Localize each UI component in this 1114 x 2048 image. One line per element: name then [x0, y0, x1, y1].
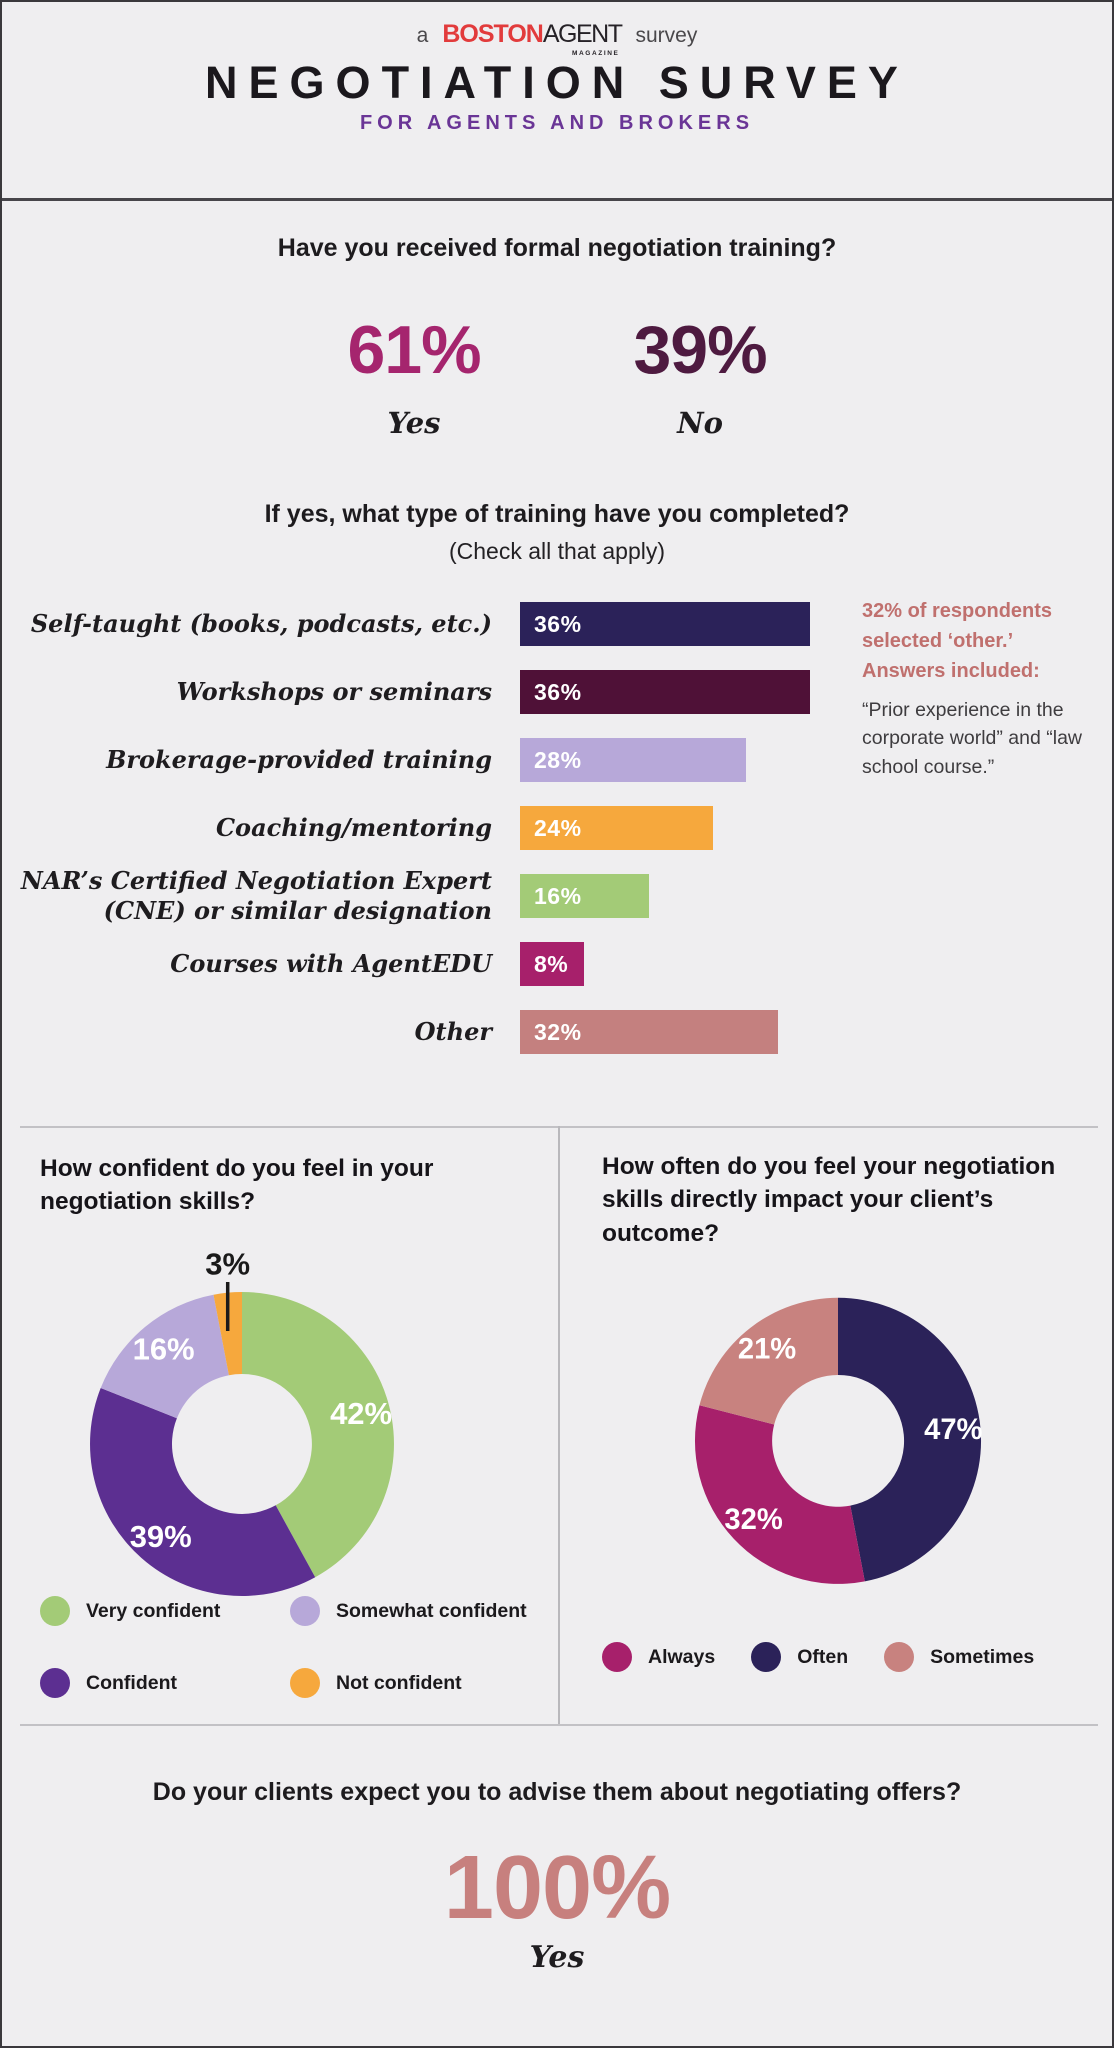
other-answers-note: 32% of respondents selected ‘other.’ Ans…	[862, 596, 1096, 781]
stat-value: 39%	[633, 312, 767, 388]
header-divider	[2, 198, 1112, 201]
advise-clients-value: 100%	[443, 1838, 671, 1938]
legend-item: Often	[751, 1642, 848, 1672]
question-impact: How often do you feel your negotiation s…	[602, 1153, 1056, 1247]
bar: 32%	[520, 1010, 778, 1054]
question-training-type: If yes, what type of training have you c…	[264, 500, 850, 528]
donut-slice-very-confident	[242, 1292, 394, 1578]
legend-item: Somewhat confident	[290, 1596, 530, 1626]
bar: 24%	[520, 806, 713, 850]
other-answers-note-body: “Prior experience in the corporate world…	[862, 699, 1083, 778]
bar: 36%	[520, 602, 810, 646]
training-type-bar-chart: Self-taught (books, podcasts, etc.) 36% Wo…	[2, 602, 842, 1078]
bar-value-label: 8%	[534, 950, 569, 977]
legend-color-dot	[290, 1668, 320, 1698]
boston-agent-logo: BOSTON AGENT MAGAZINE	[442, 20, 623, 57]
stat-label: Yes	[387, 406, 441, 440]
bar-category-label: NAR’s Certified Negotiation Expert (CNE)…	[20, 866, 492, 925]
bar-value-label: 32%	[534, 1018, 582, 1045]
bar: 28%	[520, 738, 746, 782]
confidence-legend: Very confident Somewhat confident Confiden…	[40, 1596, 530, 1698]
other-answers-note-highlight: 32% of respondents selected ‘other.’ Ans…	[862, 600, 1053, 682]
bar-value-label: 24%	[534, 814, 582, 841]
bar-row: Self-taught (books, podcasts, etc.) 36%	[2, 602, 842, 646]
logo-boston-text: BOSTON	[442, 20, 543, 48]
bar-row: NAR’s Certified Negotiation Expert (CNE)…	[2, 866, 842, 925]
donut-slice-confident	[90, 1388, 316, 1596]
bar-row: Other 32%	[2, 1010, 842, 1054]
impact-legend: Always Often Sometimes	[602, 1642, 1034, 1672]
question-formal-training: Have you received formal negotiation tra…	[277, 234, 837, 262]
legend-item: Not confident	[290, 1668, 530, 1698]
donut-slice-not-confident	[213, 1292, 242, 1376]
legend-label: Confident	[86, 1671, 177, 1694]
donut-value-label: 16%	[133, 1332, 195, 1367]
legend-label: Somewhat confident	[336, 1599, 527, 1622]
confidence-donut-chart: 42% 39% 16% 3%	[90, 1247, 394, 1596]
donut-value-label: 32%	[724, 1504, 782, 1536]
pretitle-suffix: survey	[635, 24, 698, 47]
bar: 8%	[520, 942, 584, 986]
bar-row: Brokerage-provided training 28%	[2, 738, 842, 782]
question-confidence: How confident do you feel in your negoti…	[40, 1155, 434, 1216]
donut-value-label: 39%	[130, 1519, 192, 1554]
legend-color-dot	[751, 1642, 782, 1672]
q1-answer-stats: 61% Yes 39% No	[2, 310, 1112, 440]
advise-clients-label: Yes	[529, 1940, 585, 1975]
bar-value-label: 16%	[534, 882, 582, 909]
donut-value-label: 42%	[330, 1396, 392, 1431]
page-title: NEGOTIATION SURVEY	[205, 57, 909, 108]
survey-stat: 61% Yes	[309, 310, 519, 440]
bar-value-label: 36%	[534, 678, 582, 705]
donut-value-label: 21%	[738, 1333, 796, 1365]
donut-value-label: 47%	[924, 1414, 982, 1446]
donut-slice-always	[694, 1405, 865, 1584]
section-divider-bottom	[20, 1724, 1098, 1726]
stat-value: 61%	[347, 312, 481, 388]
logo-agent-text: AGENT MAGAZINE	[542, 20, 623, 57]
bar-row: Workshops or seminars 36%	[2, 670, 842, 714]
stat-label: No	[677, 406, 723, 440]
legend-label: Not confident	[336, 1671, 462, 1694]
bar: 16%	[520, 874, 649, 918]
bar-category-label: Self-taught (books, podcasts, etc.)	[30, 609, 492, 638]
donut-value-label: 3%	[205, 1247, 250, 1282]
legend-item: Sometimes	[884, 1642, 1034, 1672]
question-training-type-note: (Check all that apply)	[448, 538, 666, 564]
donut-slice-somewhat-confident	[100, 1294, 229, 1419]
bar: 36%	[520, 670, 810, 714]
legend-color-dot	[40, 1668, 70, 1698]
legend-color-dot	[290, 1596, 320, 1626]
legend-label: Sometimes	[930, 1645, 1035, 1668]
bar-category-label: Courses with AgentEDU	[170, 949, 492, 978]
bar-category-label: Other	[414, 1017, 492, 1046]
pretitle: a BOSTON AGENT MAGAZINE survey	[2, 20, 1112, 57]
legend-item: Confident	[40, 1668, 290, 1698]
donut-slice-often	[838, 1297, 982, 1582]
pretitle-prefix: a	[416, 24, 429, 47]
legend-color-dot	[602, 1642, 632, 1672]
legend-label: Very confident	[86, 1599, 221, 1622]
legend-item: Very confident	[40, 1596, 290, 1626]
bar-row: Coaching/mentoring 24%	[2, 806, 842, 850]
donut-slice-sometimes	[699, 1297, 838, 1425]
legend-label: Often	[797, 1645, 849, 1668]
impact-donut-chart: 47% 32% 21%	[694, 1297, 983, 1584]
bar-category-label: Workshops or seminars	[176, 677, 492, 706]
bar-row: Courses with AgentEDU 8%	[2, 942, 842, 986]
bar-value-label: 36%	[534, 610, 582, 637]
survey-stat: 39% No	[595, 310, 805, 440]
legend-color-dot	[40, 1596, 70, 1626]
legend-color-dot	[884, 1642, 915, 1672]
logo-magazine-text: MAGAZINE	[572, 50, 620, 57]
bar-value-label: 28%	[534, 746, 582, 773]
bar-category-label: Brokerage-provided training	[106, 745, 492, 774]
page-subtitle: FOR AGENTS AND BROKERS	[359, 112, 755, 134]
bar-category-label: Coaching/mentoring	[215, 813, 492, 842]
legend-label: Always	[648, 1645, 716, 1668]
question-advise-clients: Do your clients expect you to advise the…	[152, 1778, 962, 1806]
legend-item: Always	[602, 1642, 715, 1672]
panel-divider	[558, 1126, 560, 1724]
